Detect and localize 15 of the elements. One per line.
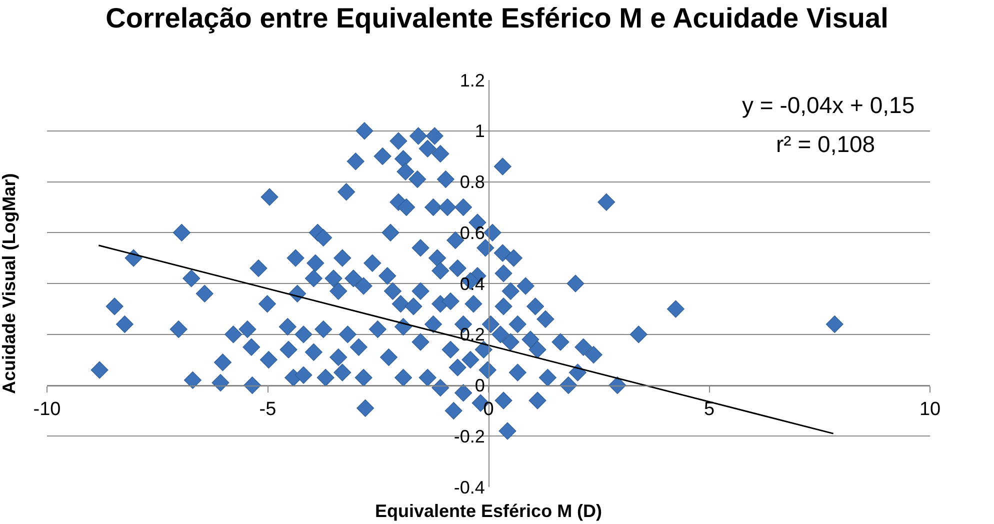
y-tick-label: 1.2: [460, 70, 485, 90]
y-tick-label: 0: [474, 376, 485, 396]
x-tick-label: -10: [33, 399, 61, 420]
x-axis-title: Equivalente Esférico M (D): [375, 501, 602, 521]
y-tick-label: 0.6: [460, 222, 485, 243]
x-tick-label: -5: [259, 399, 276, 420]
annotation: r² = 0,108: [776, 131, 876, 157]
y-tick-label: -0.2: [454, 426, 485, 446]
y-tick-label: -0.4: [454, 477, 485, 498]
chart-title: Correlação entre Equivalente Esférico M e Acuidade Visual: [106, 2, 888, 34]
x-tick-label: 10: [919, 399, 941, 420]
annotation: y = -0,04x + 0,15: [742, 92, 915, 118]
y-tick-label: 0.8: [460, 172, 485, 192]
y-axis-title: Acuidade Visual (LogMar): [0, 173, 20, 394]
y-tick-label: 1: [474, 121, 485, 142]
